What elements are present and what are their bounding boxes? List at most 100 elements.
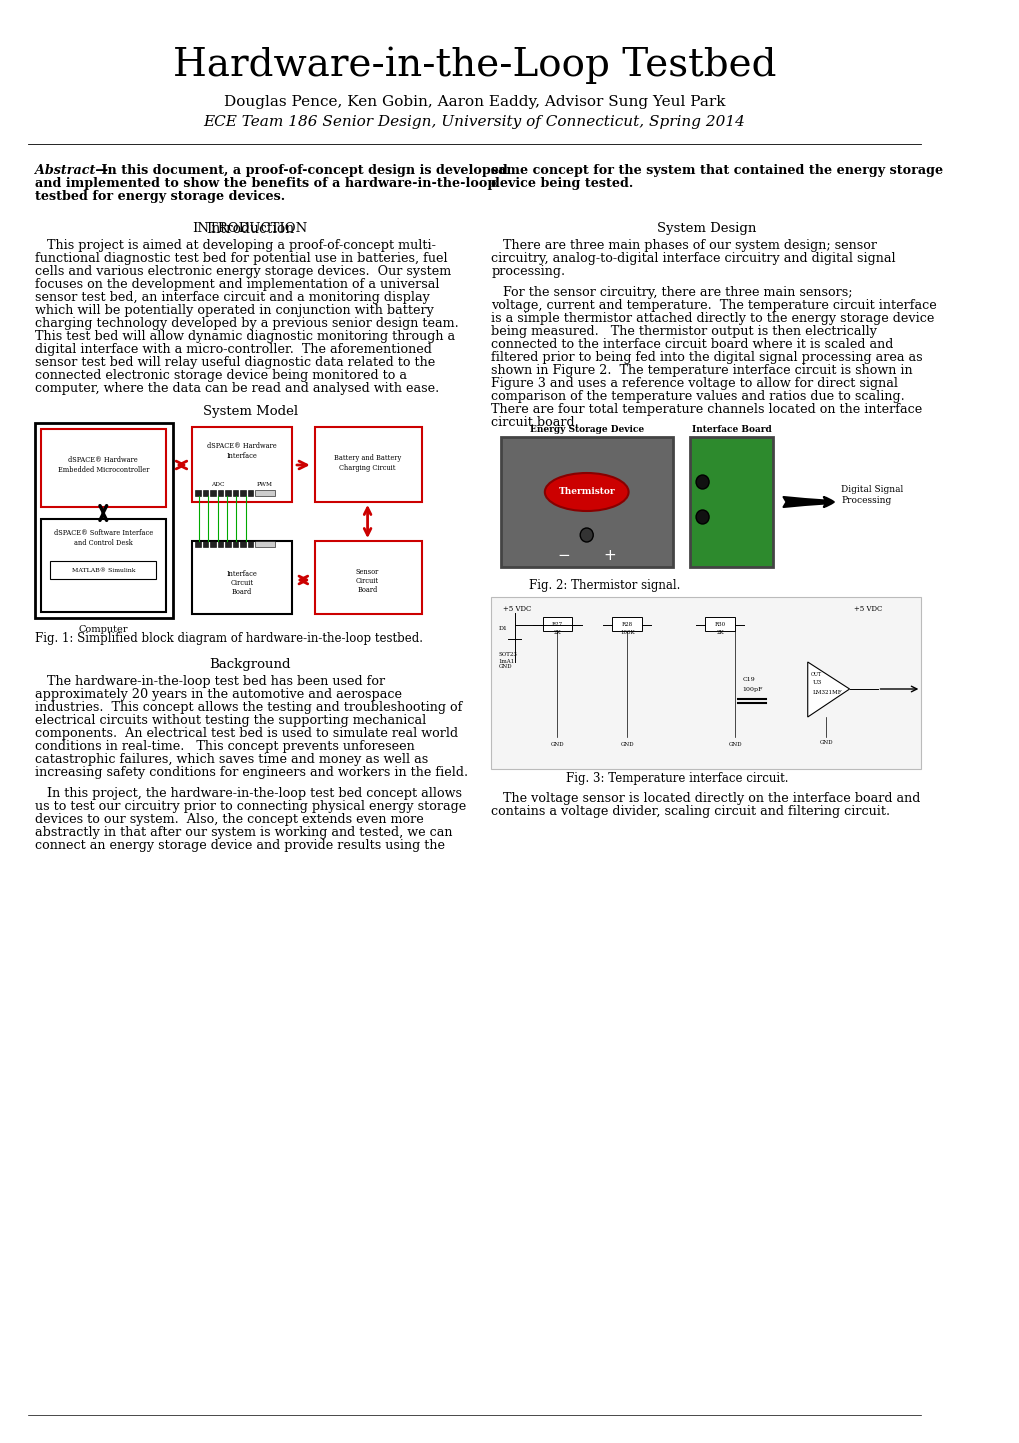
FancyBboxPatch shape <box>196 491 201 496</box>
FancyBboxPatch shape <box>314 427 421 502</box>
Text: Energy Storage Device: Energy Storage Device <box>529 424 643 433</box>
Text: LM321MF: LM321MF <box>811 690 841 694</box>
FancyBboxPatch shape <box>239 541 246 547</box>
Circle shape <box>695 509 708 524</box>
Text: Figure 3 and uses a reference voltage to allow for direct signal: Figure 3 and uses a reference voltage to… <box>491 377 898 390</box>
Text: C19: C19 <box>742 677 755 683</box>
Text: processing.: processing. <box>491 266 565 278</box>
Text: For the sensor circuitry, there are three main sensors;: For the sensor circuitry, there are thre… <box>491 286 852 299</box>
Text: circuit board.: circuit board. <box>491 416 579 429</box>
Text: connect an energy storage device and provide results using the: connect an energy storage device and pro… <box>36 838 445 851</box>
Text: Interface Board: Interface Board <box>691 424 770 433</box>
Text: conditions in real-time.   This concept prevents unforeseen: conditions in real-time. This concept pr… <box>36 740 415 753</box>
Text: There are four total temperature channels located on the interface: There are four total temperature channel… <box>491 403 921 416</box>
Text: 2K: 2K <box>715 631 723 635</box>
Text: charging technology developed by a previous senior design team.: charging technology developed by a previ… <box>36 317 459 330</box>
FancyBboxPatch shape <box>225 541 230 547</box>
Text: circuitry, analog-to-digital interface circuitry and digital signal: circuitry, analog-to-digital interface c… <box>491 253 895 266</box>
FancyBboxPatch shape <box>255 541 275 547</box>
FancyBboxPatch shape <box>50 561 156 579</box>
Text: 2K: 2K <box>553 631 560 635</box>
Text: which will be potentially operated in conjunction with battery: which will be potentially operated in co… <box>36 304 434 317</box>
Text: GND: GND <box>498 664 512 670</box>
Text: Sensor
Circuit
Board: Sensor Circuit Board <box>356 567 379 595</box>
Text: Fig. 2: Thermistor signal.: Fig. 2: Thermistor signal. <box>528 579 680 592</box>
Circle shape <box>580 528 593 543</box>
Text: 100pF: 100pF <box>742 687 762 693</box>
Text: This project is aimed at developing a proof-of-concept multi-: This project is aimed at developing a pr… <box>36 240 436 253</box>
Text: electrical circuits without testing the supporting mechanical: electrical circuits without testing the … <box>36 714 426 727</box>
Text: +5 VDC: +5 VDC <box>854 605 881 613</box>
Text: In this project, the hardware-in-the-loop test bed concept allows: In this project, the hardware-in-the-loo… <box>36 786 462 799</box>
Text: SOT23: SOT23 <box>498 652 518 657</box>
Text: In this document, a proof-of-concept design is developed: In this document, a proof-of-concept des… <box>97 165 507 177</box>
Text: device being tested.: device being tested. <box>491 177 633 190</box>
Text: Introduction: Introduction <box>206 222 294 237</box>
Text: dSPACE® Software Interface
and Control Desk: dSPACE® Software Interface and Control D… <box>54 530 153 547</box>
Text: GND: GND <box>728 742 741 747</box>
Text: Fig. 1: Simplified block diagram of hardware-in-the-loop testbed.: Fig. 1: Simplified block diagram of hard… <box>36 632 423 645</box>
FancyBboxPatch shape <box>491 597 920 769</box>
Text: dSPACE® Hardware
Embedded Microcontroller: dSPACE® Hardware Embedded Microcontrolle… <box>57 456 149 473</box>
Text: GND: GND <box>818 740 833 745</box>
Text: +5 VDC: +5 VDC <box>502 605 530 613</box>
Text: System Design: System Design <box>656 222 755 235</box>
Text: computer, where the data can be read and analysed with ease.: computer, where the data can be read and… <box>36 382 439 395</box>
Text: Thermistor: Thermistor <box>557 488 614 496</box>
Text: U3: U3 <box>811 680 821 684</box>
FancyBboxPatch shape <box>192 541 291 615</box>
FancyBboxPatch shape <box>255 491 275 496</box>
Text: industries.  This concept allows the testing and troubleshooting of: industries. This concept allows the test… <box>36 701 463 714</box>
Text: Hardware-in-the-Loop Testbed: Hardware-in-the-Loop Testbed <box>172 46 775 84</box>
Text: abstractly in that after our system is working and tested, we can: abstractly in that after our system is w… <box>36 825 452 838</box>
Text: connected electronic storage device being monitored to a: connected electronic storage device bein… <box>36 369 407 382</box>
Text: dSPACE® Hardware
Interface: dSPACE® Hardware Interface <box>207 443 276 460</box>
Text: testbed for energy storage devices.: testbed for energy storage devices. <box>36 190 285 203</box>
Text: contains a voltage divider, scaling circuit and filtering circuit.: contains a voltage divider, scaling circ… <box>491 805 890 818</box>
Polygon shape <box>807 662 849 717</box>
Text: INTRODUCTION: INTRODUCTION <box>193 222 308 235</box>
FancyBboxPatch shape <box>203 541 208 547</box>
Text: R28: R28 <box>621 622 632 626</box>
Text: devices to our system.  Also, the concept extends even more: devices to our system. Also, the concept… <box>36 812 424 825</box>
Text: The voltage sensor is located directly on the interface board and: The voltage sensor is located directly o… <box>491 792 920 805</box>
FancyBboxPatch shape <box>210 491 216 496</box>
FancyBboxPatch shape <box>192 427 291 502</box>
Text: Abstract—: Abstract— <box>36 165 108 177</box>
Text: There are three main phases of our system design; sensor: There are three main phases of our syste… <box>491 240 876 253</box>
FancyBboxPatch shape <box>203 491 208 496</box>
FancyBboxPatch shape <box>689 437 772 567</box>
Text: This test bed will allow dynamic diagnostic monitoring through a: This test bed will allow dynamic diagnos… <box>36 330 455 343</box>
Text: components.  An electrical test bed is used to simulate real world: components. An electrical test bed is us… <box>36 727 458 740</box>
Text: cells and various electronic energy storage devices.  Our system: cells and various electronic energy stor… <box>36 266 451 278</box>
Text: OUT: OUT <box>810 671 821 677</box>
Text: Background: Background <box>209 658 290 671</box>
Text: 100K: 100K <box>620 631 634 635</box>
FancyBboxPatch shape <box>314 541 421 615</box>
FancyBboxPatch shape <box>196 541 201 547</box>
Text: same concept for the system that contained the energy storage: same concept for the system that contain… <box>491 165 943 177</box>
FancyBboxPatch shape <box>36 423 173 618</box>
Text: filtered prior to being fed into the digital signal processing area as: filtered prior to being fed into the dig… <box>491 351 922 364</box>
Text: GND: GND <box>550 742 564 747</box>
Circle shape <box>695 475 708 489</box>
Text: R27: R27 <box>551 622 562 626</box>
Text: digital interface with a micro-controller.  The aforementioned: digital interface with a micro-controlle… <box>36 343 432 356</box>
Text: sensor test bed will relay useful diagnostic data related to the: sensor test bed will relay useful diagno… <box>36 356 435 369</box>
FancyBboxPatch shape <box>232 541 238 547</box>
Ellipse shape <box>544 473 628 511</box>
Text: Battery and Battery
Charging Circuit: Battery and Battery Charging Circuit <box>333 455 400 472</box>
Text: connected to the interface circuit board where it is scaled and: connected to the interface circuit board… <box>491 338 893 351</box>
Text: PWM: PWM <box>256 482 272 486</box>
Text: ECE Team 186 Senior Design, University of Connecticut, Spring 2014: ECE Team 186 Senior Design, University o… <box>204 115 745 128</box>
FancyBboxPatch shape <box>232 491 238 496</box>
FancyBboxPatch shape <box>705 618 735 631</box>
Text: is a simple thermistor attached directly to the energy storage device: is a simple thermistor attached directly… <box>491 312 933 325</box>
Text: us to test our circuitry prior to connecting physical energy storage: us to test our circuitry prior to connec… <box>36 799 466 812</box>
FancyBboxPatch shape <box>225 491 230 496</box>
FancyBboxPatch shape <box>217 491 223 496</box>
FancyBboxPatch shape <box>611 618 641 631</box>
Text: catastrophic failures, which saves time and money as well as: catastrophic failures, which saves time … <box>36 753 428 766</box>
Text: Fig. 3: Temperature interface circuit.: Fig. 3: Temperature interface circuit. <box>566 772 788 785</box>
FancyBboxPatch shape <box>248 541 253 547</box>
